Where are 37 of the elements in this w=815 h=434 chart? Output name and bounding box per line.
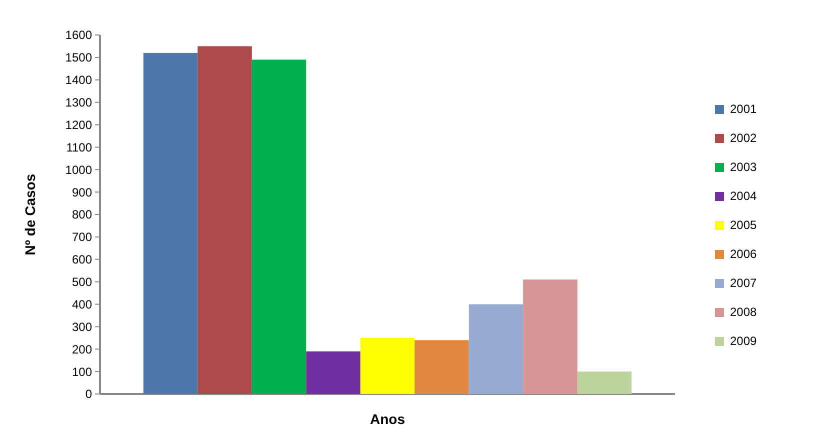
bar: [468, 304, 524, 394]
bar: [577, 372, 632, 394]
y-tick-label: 1100: [66, 140, 92, 154]
y-tick-label: 0: [85, 387, 92, 402]
y-tick-label: 900: [72, 185, 92, 200]
y-tick-label: 1400: [65, 73, 92, 88]
bar: [252, 60, 306, 394]
legend-label: 2006: [730, 247, 758, 261]
y-tick-label: 400: [72, 297, 92, 312]
legend-label: 2003: [730, 160, 758, 174]
y-tick-label: 100: [72, 364, 92, 379]
legend-label: 2005: [730, 218, 758, 232]
y-tick-label: 200: [72, 342, 92, 356]
y-tick-label: 600: [72, 252, 92, 267]
y-axis-title: Nº de Casos: [22, 174, 38, 256]
y-tick-label: 300: [72, 320, 92, 334]
legend-label: 2001: [730, 102, 758, 116]
bar: [523, 280, 578, 394]
legend-label: 2008: [730, 305, 758, 319]
y-tick-label: 500: [72, 275, 92, 290]
y-tick-label: 700: [72, 230, 92, 244]
bar: [198, 46, 252, 394]
legend-label: 2004: [730, 189, 758, 203]
bar: [306, 351, 360, 394]
y-tick-label: 1600: [65, 28, 92, 42]
y-tick-label: 1300: [65, 96, 92, 110]
bar: [414, 340, 469, 394]
legend-label: 2009: [730, 334, 758, 348]
y-tick-label: 1000: [65, 162, 92, 177]
y-tick-label: 1500: [65, 50, 92, 65]
y-tick-label: 1200: [65, 118, 92, 132]
x-axis-title: Anos: [370, 411, 406, 427]
legend-label: 2007: [730, 276, 758, 290]
bar: [360, 338, 415, 394]
y-tick-label: 800: [72, 208, 92, 222]
legend-label: 2002: [730, 131, 758, 145]
bar: [143, 52, 198, 394]
